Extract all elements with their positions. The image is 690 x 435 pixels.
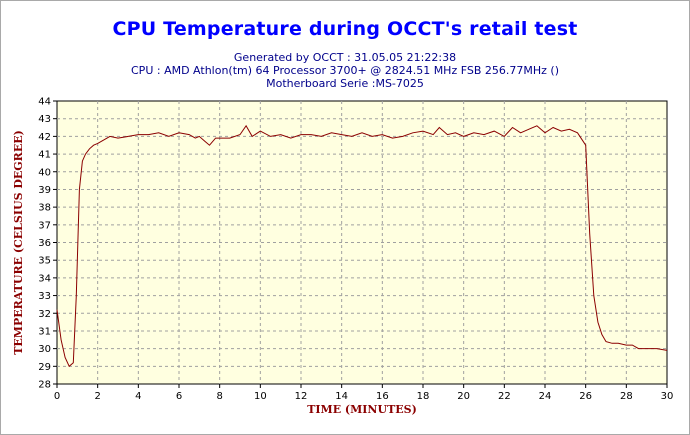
x-tick-label: 0 — [54, 391, 60, 402]
chart-title: CPU Temperature during OCCT's retail tes… — [112, 18, 578, 40]
y-tick-label: 34 — [38, 273, 51, 284]
x-axis-label: TIME (MINUTES) — [307, 403, 417, 416]
x-tick-label: 22 — [498, 391, 511, 402]
x-tick-label: 18 — [417, 391, 430, 402]
y-tick-label: 30 — [38, 344, 51, 355]
y-axis-label: TEMPERATURE (CELSIUS DEGREE) — [12, 130, 25, 355]
x-tick-label: 2 — [94, 391, 100, 402]
x-tick-label: 30 — [661, 391, 674, 402]
x-tick-label: 28 — [620, 391, 633, 402]
y-tick-label: 29 — [38, 362, 51, 373]
y-tick-label: 39 — [38, 185, 51, 196]
x-tick-label: 26 — [579, 391, 592, 402]
y-tick-label: 37 — [38, 220, 51, 231]
temperature-line — [56, 124, 668, 368]
y-tick-label: 31 — [38, 326, 51, 337]
x-tick-label: 20 — [457, 391, 470, 402]
cpu-line: CPU : AMD Athlon(tm) 64 Processor 3700+ … — [131, 64, 559, 77]
y-tick-label: 41 — [38, 150, 51, 161]
motherboard-line: Motherboard Serie :MS-7025 — [266, 77, 424, 90]
y-tick-label: 40 — [38, 167, 51, 178]
y-tick-label: 38 — [38, 203, 51, 214]
tick-labels: 0 2 4 6 8 10 12 14 16 18 20 22 24 26 28 302829303132333… — [38, 97, 673, 403]
x-tick-label: 10 — [254, 391, 267, 402]
y-tick-label: 28 — [38, 380, 51, 391]
y-tick-label: 44 — [38, 97, 51, 108]
y-tick-label: 42 — [38, 132, 51, 143]
grid — [57, 101, 667, 384]
y-tick-label: 43 — [38, 114, 51, 125]
plot-area — [56, 100, 668, 385]
x-tick-label: 12 — [295, 391, 308, 402]
y-tick-label: 33 — [38, 291, 51, 302]
x-tick-label: 24 — [539, 391, 552, 402]
y-tick-label: 32 — [38, 309, 51, 320]
x-tick-label: 8 — [216, 391, 222, 402]
x-tick-label: 6 — [176, 391, 182, 402]
y-tick-label: 35 — [38, 256, 51, 267]
x-tick-label: 16 — [376, 391, 389, 402]
y-tick-label: 36 — [38, 238, 51, 249]
x-tick-label: 14 — [335, 391, 348, 402]
x-tick-label: 4 — [135, 391, 141, 402]
generated-line: Generated by OCCT : 31.05.05 21:22:38 — [233, 51, 457, 64]
